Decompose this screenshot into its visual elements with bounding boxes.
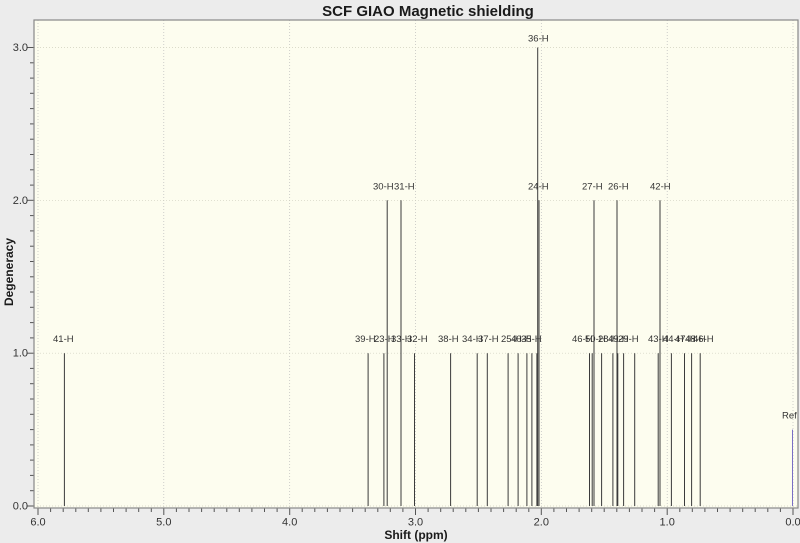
svg-text:36-H: 36-H [528,34,549,45]
svg-text:3.0: 3.0 [408,517,423,529]
svg-text:0.0: 0.0 [785,517,800,529]
svg-text:2.0: 2.0 [13,195,28,207]
svg-text:1.0: 1.0 [660,517,675,529]
svg-text:38-H: 38-H [438,334,459,345]
svg-text:4.0: 4.0 [282,517,297,529]
svg-text:27-H: 27-H [582,181,603,192]
svg-text:26-H: 26-H [608,181,629,192]
svg-text:2.0: 2.0 [534,517,549,529]
svg-text:Ref: Ref [782,411,797,422]
svg-text:29-H: 29-H [618,334,639,345]
svg-text:39-H: 39-H [355,334,376,345]
svg-text:1.0: 1.0 [13,348,28,360]
svg-text:24-H: 24-H [528,181,549,192]
svg-text:32-H: 32-H [407,334,428,345]
svg-text:0.0: 0.0 [13,501,28,513]
svg-text:46-H: 46-H [693,334,714,345]
svg-text:41-H: 41-H [53,334,74,345]
svg-text:3.0: 3.0 [13,42,28,54]
svg-text:5.0: 5.0 [156,517,171,529]
svg-text:35-H: 35-H [521,334,542,345]
svg-text:30-H: 30-H [373,181,394,192]
svg-text:31-H: 31-H [394,181,415,192]
svg-text:42-H: 42-H [650,181,671,192]
svg-text:6.0: 6.0 [30,517,45,529]
svg-text:37-H: 37-H [478,334,499,345]
